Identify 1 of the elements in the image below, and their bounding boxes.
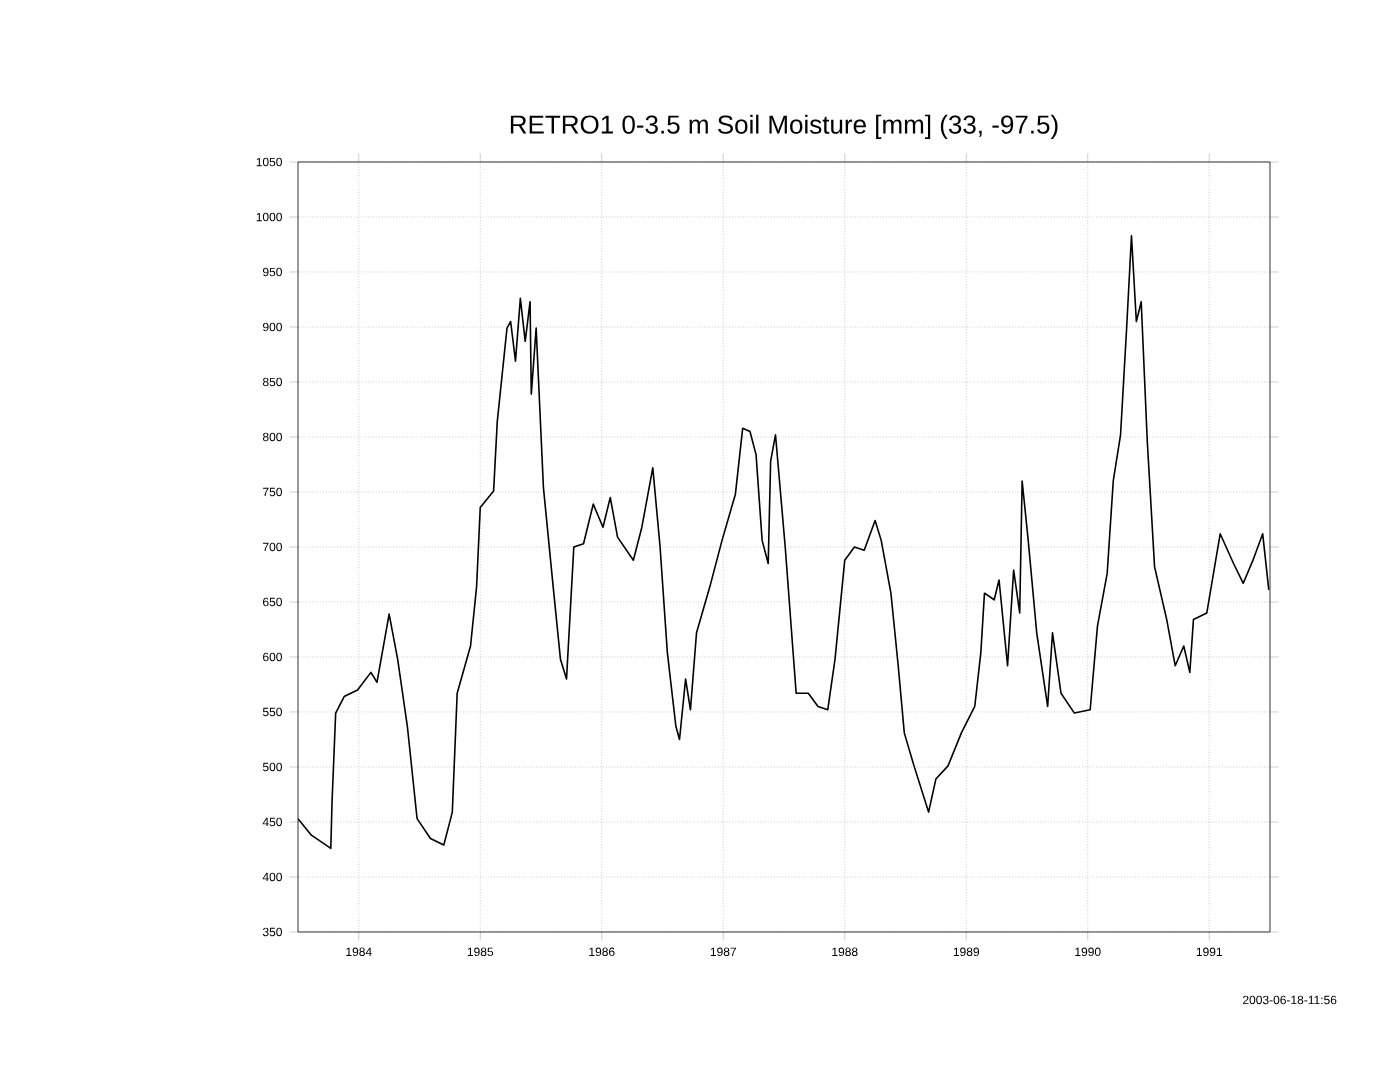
chart-title: RETRO1 0-3.5 m Soil Moisture [mm] (33, -97.5) (510, 114, 1058, 139)
